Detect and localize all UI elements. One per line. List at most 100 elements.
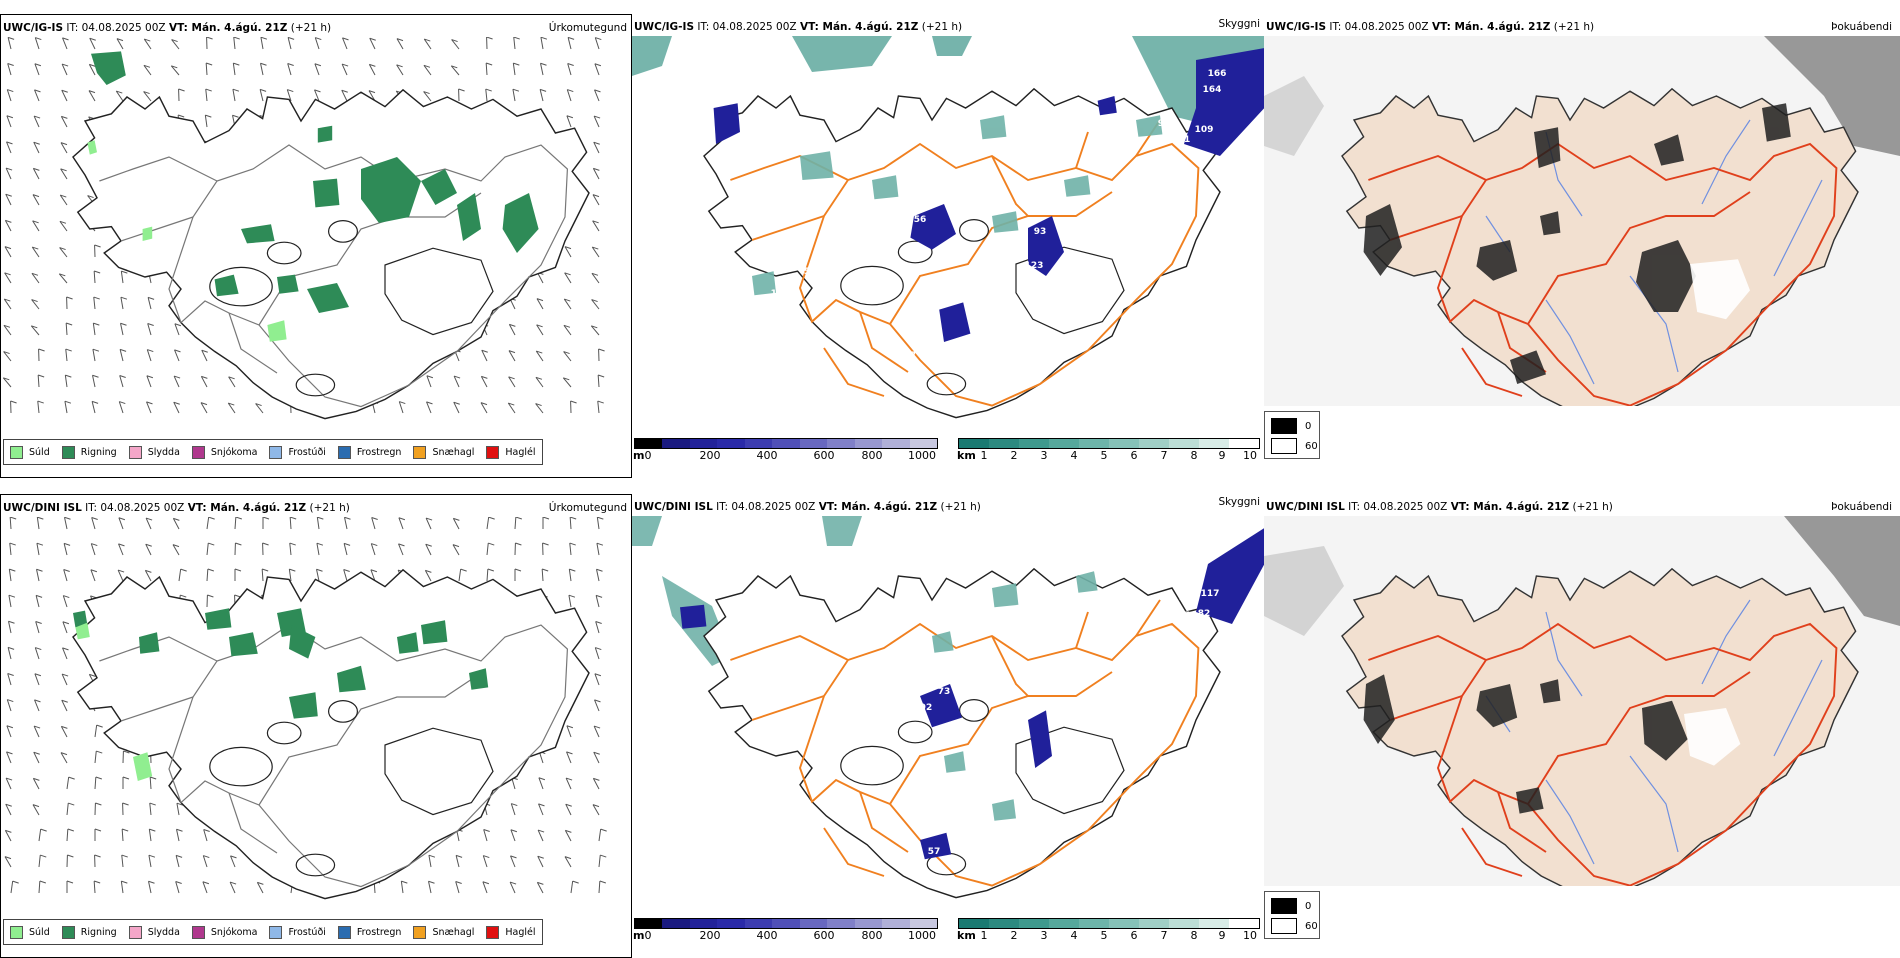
panel-type-label: Þokuábendi (1831, 501, 1892, 513)
legend-swatch (129, 446, 142, 459)
legend-label: Snæhagl (432, 447, 474, 458)
wind-barb-flag (429, 855, 435, 857)
wind-barb-flag (317, 517, 323, 519)
wind-barb (399, 518, 403, 529)
colorbar-tick: 200 (700, 449, 721, 462)
legend-item: Snjókoma (192, 446, 258, 459)
cloud-label: 90 (1158, 119, 1171, 129)
legend-label: Snjókoma (211, 927, 258, 938)
wind-barb-flag (150, 777, 156, 779)
wind-barb (147, 350, 151, 361)
legend-swatch (1271, 418, 1297, 434)
wind-barb-flag (461, 569, 467, 571)
wind-barb (39, 881, 40, 893)
wind-barb-flag (569, 569, 575, 571)
cloud-label: 166 (1208, 69, 1227, 79)
wind-barb (121, 297, 123, 309)
wind-barb (64, 543, 67, 555)
wind-barb (597, 517, 599, 529)
wind-barb (486, 89, 487, 101)
wind-barb (94, 297, 95, 309)
wind-barb-flag (234, 37, 240, 39)
wind-barb-flag (233, 63, 239, 65)
precip-panel-row2: UWC/DINI ISL IT: 04.08.2025 00Z VT: Mán.… (0, 494, 632, 958)
wind-barb-flag (150, 803, 156, 805)
wind-barb-flag (487, 37, 493, 39)
colorbar-unit: m (633, 449, 644, 462)
wind-barb (94, 881, 95, 893)
wind-barb (541, 63, 543, 75)
wind-barb (35, 648, 39, 659)
wind-barb-flag (262, 569, 268, 571)
legend-label: Súld (29, 447, 50, 458)
wind-barb-flag (208, 543, 214, 545)
legend-swatch (1271, 898, 1297, 914)
wind-barb (288, 37, 291, 49)
wind-barb (7, 90, 11, 101)
legend-item: Haglél (486, 446, 535, 459)
legend-swatch (1271, 438, 1297, 454)
colorbar-tick: 10 (1243, 449, 1257, 462)
colorbar-strip (958, 438, 1260, 449)
wind-barb (290, 543, 291, 555)
wind-barb (234, 37, 235, 49)
colorbar-tick: 800 (862, 929, 883, 942)
wind-barb (371, 544, 375, 555)
fog-legend: 0 60 (1264, 891, 1320, 939)
legend-item: Frostúði (269, 446, 325, 459)
legend-label: Haglél (505, 927, 535, 938)
wind-barb (513, 89, 515, 101)
wind-barb (149, 829, 151, 841)
legend-item: Haglél (486, 926, 535, 939)
wind-barb (8, 63, 11, 75)
wind-barb (401, 881, 403, 893)
wind-barb-flag (513, 89, 519, 91)
legend-label: Frostúði (288, 927, 325, 938)
wind-barb (93, 375, 95, 387)
wind-barb (92, 517, 95, 529)
wind-barb-flag (67, 297, 73, 299)
colorbar-tick: 5 (1101, 929, 1108, 942)
fog-panel-row1: UWC/IG-IS IT: 04.08.2025 00Z VT: Mán. 4.… (1264, 14, 1900, 478)
wind-barb-flag (149, 881, 155, 883)
wind-barb (9, 621, 11, 633)
wind-barb (317, 517, 319, 529)
cloud-label: 117 (1201, 589, 1220, 599)
wind-barb (511, 830, 515, 841)
wind-barb (10, 517, 11, 529)
cloud-panel-row2: UWC/DINI ISL IT: 04.08.2025 00Z VT: Mán.… (632, 494, 1264, 958)
cloud-label: 93 (1034, 227, 1047, 237)
colorbar-tick: 1000 (908, 449, 936, 462)
colorbar-tick: 1000 (908, 929, 936, 942)
colorbar-tick: 7 (1161, 449, 1168, 462)
cloud-label: 116 (771, 289, 790, 299)
wind-barb-flag (233, 89, 239, 91)
wind-barb-flag (600, 881, 606, 883)
wind-barb-flag (543, 517, 549, 519)
legend-swatch (10, 446, 23, 459)
fog-panel-row2: UWC/DINI ISL IT: 04.08.2025 00Z VT: Mán.… (1264, 494, 1900, 958)
precip-panel-row1: UWC/IG-IS IT: 04.08.2025 00Z VT: Mán. 4.… (0, 14, 632, 478)
legend-label: Slydda (148, 447, 180, 458)
wind-barb (36, 595, 39, 607)
wind-barb (570, 543, 571, 555)
wind-barb-flag (181, 569, 187, 571)
colorbar-strip (634, 918, 938, 929)
wind-barb-flag (94, 297, 100, 299)
wind-barb (91, 570, 95, 581)
wind-barb-flag (207, 37, 213, 39)
wind-barb (38, 401, 39, 413)
wind-barb (487, 517, 489, 529)
legend-item: Slydda (129, 446, 180, 459)
colorbar-tick: 6 (1131, 449, 1138, 462)
wind-barb-flag (263, 543, 269, 545)
wind-barb-flag (570, 543, 576, 545)
wind-barb-flag (488, 569, 494, 571)
wind-barb (344, 569, 347, 581)
wind-barb (427, 376, 431, 387)
wind-barb (67, 803, 68, 815)
panel-type-label: Skyggni (1219, 18, 1261, 30)
wind-barb (35, 674, 39, 685)
colorbar-tick: 4 (1071, 449, 1078, 462)
wind-barb-flag (598, 375, 604, 377)
